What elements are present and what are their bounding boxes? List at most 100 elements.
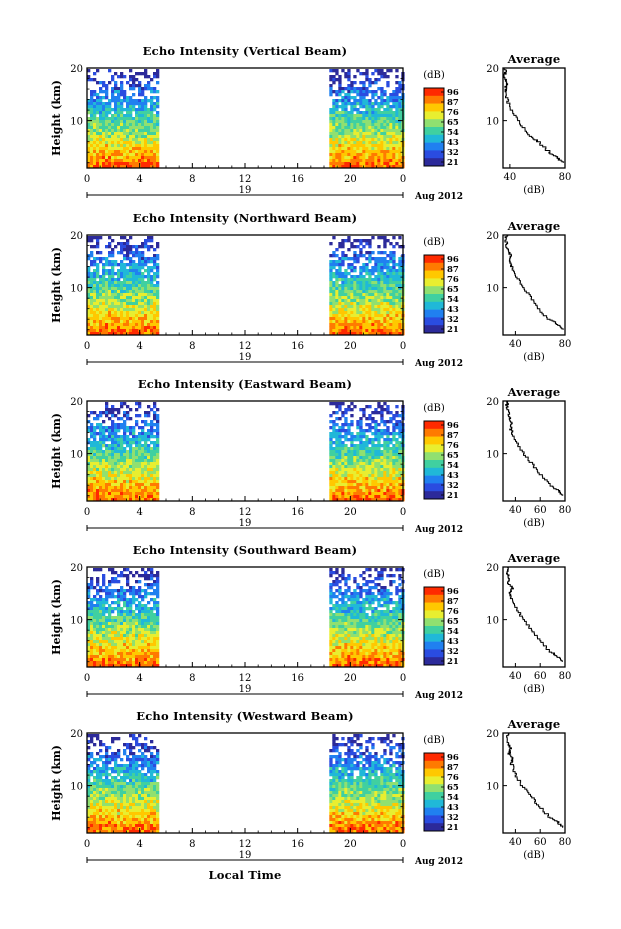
- heatmap-cell: [132, 574, 136, 578]
- heatmap-cell: [111, 498, 115, 502]
- heatmap-cell: [395, 111, 399, 115]
- heatmap-cell: [329, 111, 333, 115]
- heatmap-cell: [389, 138, 393, 142]
- heatmap-cell: [371, 120, 375, 124]
- heatmap-cell: [90, 480, 94, 484]
- heatmap-cell: [129, 141, 133, 145]
- heatmap-cell: [153, 607, 157, 611]
- heatmap-cell: [126, 634, 130, 638]
- heatmap-cell: [99, 165, 103, 169]
- heatmap-cell: [341, 275, 345, 279]
- heatmap-cell: [147, 432, 151, 436]
- heatmap-cell: [90, 156, 94, 160]
- heatmap-cell: [350, 465, 354, 469]
- heatmap-cell: [383, 495, 387, 499]
- heatmap-cell: [341, 123, 345, 127]
- heatmap-cell: [150, 287, 154, 291]
- heatmap-cell: [356, 326, 360, 330]
- heatmap-cell: [132, 75, 136, 79]
- heatmap-cell: [129, 102, 133, 106]
- heatmap-cell: [338, 242, 342, 246]
- heatmap-cell: [353, 435, 357, 439]
- heatmap-cell: [96, 643, 100, 647]
- heatmap-cell: [380, 465, 384, 469]
- heatmap-cell: [338, 405, 342, 409]
- heatmap-cell: [114, 450, 118, 454]
- heatmap-cell: [93, 302, 97, 306]
- heatmap-cell: [377, 411, 381, 415]
- heatmap-cell: [117, 120, 121, 124]
- heatmap-cell: [347, 305, 351, 309]
- heatmap-cell: [93, 245, 97, 249]
- heatmap-cell: [380, 329, 384, 333]
- heatmap-cell: [353, 290, 357, 294]
- heatmap-cell: [144, 150, 148, 154]
- heatmap-cell: [329, 402, 333, 406]
- heatmap-cell: [386, 275, 390, 279]
- x-tick-label: 0: [84, 507, 90, 518]
- heatmap-cell: [102, 471, 106, 475]
- heatmap-cell: [108, 314, 112, 318]
- heatmap-cell: [126, 120, 130, 124]
- heatmap-cell: [108, 278, 112, 282]
- heatmap-cell: [141, 278, 145, 282]
- heatmap-cell: [132, 598, 136, 602]
- heatmap-cell: [96, 314, 100, 318]
- heatmap-cell: [329, 299, 333, 303]
- heatmap-cell: [141, 568, 145, 572]
- y-tick-label: 20: [70, 64, 83, 75]
- heatmap-cell: [371, 441, 375, 445]
- heatmap-cell: [374, 284, 378, 288]
- heatmap-cell: [114, 96, 118, 100]
- heatmap-cell: [371, 329, 375, 333]
- heatmap-cell: [156, 658, 160, 662]
- heatmap-cell: [344, 444, 348, 448]
- heatmap-cell: [108, 245, 112, 249]
- heatmap-cell: [132, 640, 136, 644]
- heatmap-cell: [102, 257, 106, 261]
- heatmap-cell: [96, 132, 100, 136]
- heatmap-cell: [153, 465, 157, 469]
- colorbar-tick-label: 43: [447, 138, 459, 148]
- heatmap-cell: [129, 105, 133, 109]
- heatmap-cell: [144, 87, 148, 91]
- heatmap-cell: [129, 245, 133, 249]
- heatmap-cell: [144, 84, 148, 88]
- heatmap-cell: [129, 444, 133, 448]
- heatmap-cell: [120, 474, 124, 478]
- heatmap-cell: [123, 604, 127, 608]
- heatmap-cell: [96, 156, 100, 160]
- heatmap-cell: [350, 444, 354, 448]
- heatmap-cell: [93, 93, 97, 97]
- heatmap-cell: [132, 278, 136, 282]
- heatmap-cell: [153, 114, 157, 118]
- heatmap-cell: [135, 474, 139, 478]
- heatmap-cell: [141, 72, 145, 76]
- heatmap-cell: [87, 287, 91, 291]
- heatmap-cell: [392, 120, 396, 124]
- heatmap-cell: [147, 150, 151, 154]
- heatmap-cell: [329, 305, 333, 309]
- heatmap-cell: [341, 450, 345, 454]
- heatmap-cell: [398, 450, 402, 454]
- heatmap-cell: [153, 332, 157, 336]
- heatmap-cell: [153, 640, 157, 644]
- heatmap-cell: [380, 486, 384, 490]
- heatmap-cell: [96, 242, 100, 246]
- heatmap-cell: [105, 468, 109, 472]
- heatmap-cell: [156, 441, 160, 445]
- heatmap-cell: [332, 102, 336, 106]
- heatmap-cell: [153, 489, 157, 493]
- heatmap-cell: [150, 408, 154, 412]
- heatmap-cell: [129, 450, 133, 454]
- heatmap-cell: [90, 483, 94, 487]
- heatmap-cell: [341, 498, 345, 502]
- heatmap-cell: [141, 245, 145, 249]
- heatmap-cell: [90, 664, 94, 668]
- heatmap-cell: [114, 114, 118, 118]
- heatmap-cell: [123, 242, 127, 246]
- heatmap-cell: [96, 664, 100, 668]
- heatmap-cell: [123, 658, 127, 662]
- heatmap-cell: [398, 126, 402, 130]
- heatmap-cell: [138, 486, 142, 490]
